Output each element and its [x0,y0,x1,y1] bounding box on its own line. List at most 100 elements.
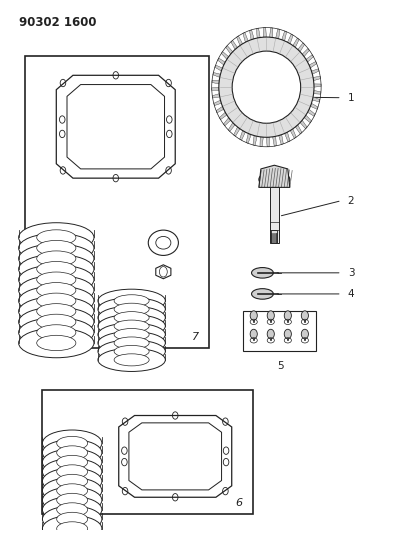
Polygon shape [211,80,219,84]
Polygon shape [295,125,301,134]
Polygon shape [311,69,318,74]
Polygon shape [249,30,253,40]
Circle shape [284,311,291,320]
Ellipse shape [114,320,149,332]
Polygon shape [212,94,219,98]
Text: 90302 1600: 90302 1600 [18,16,96,29]
Polygon shape [281,31,286,41]
Ellipse shape [57,437,87,450]
Ellipse shape [114,303,149,315]
Ellipse shape [57,446,87,459]
Ellipse shape [43,478,101,504]
Ellipse shape [36,230,76,245]
Text: 6: 6 [235,498,242,508]
Polygon shape [284,132,289,142]
Ellipse shape [36,314,76,329]
Polygon shape [213,72,220,77]
Ellipse shape [43,449,101,475]
Polygon shape [228,123,235,132]
Ellipse shape [98,340,165,363]
Polygon shape [233,127,239,136]
Ellipse shape [114,354,149,366]
Polygon shape [269,28,272,37]
Polygon shape [305,55,313,62]
Ellipse shape [36,262,76,277]
Ellipse shape [98,306,165,329]
Ellipse shape [57,484,87,497]
Ellipse shape [251,289,273,299]
Polygon shape [259,137,263,147]
Ellipse shape [43,468,101,494]
Polygon shape [256,28,259,38]
Ellipse shape [57,455,87,469]
Polygon shape [214,65,222,71]
Ellipse shape [98,323,165,346]
Ellipse shape [98,289,165,312]
Ellipse shape [57,474,87,488]
Ellipse shape [18,307,94,337]
Ellipse shape [98,348,165,372]
Ellipse shape [98,297,165,321]
Ellipse shape [251,268,273,278]
Ellipse shape [98,314,165,338]
Polygon shape [258,165,289,188]
Polygon shape [213,100,221,106]
Circle shape [267,311,273,320]
Ellipse shape [18,233,94,263]
Ellipse shape [36,251,76,266]
Text: 1: 1 [347,93,353,103]
Ellipse shape [218,37,313,138]
Ellipse shape [43,496,101,523]
Circle shape [301,329,308,339]
Polygon shape [245,133,251,143]
Bar [24,55,209,348]
Ellipse shape [36,304,76,319]
Ellipse shape [36,282,76,298]
Polygon shape [225,45,232,54]
Polygon shape [307,109,314,116]
Ellipse shape [43,430,101,456]
Bar [271,230,277,243]
Ellipse shape [114,328,149,341]
Circle shape [284,329,291,339]
Ellipse shape [98,332,165,354]
Polygon shape [236,36,242,45]
Ellipse shape [43,506,101,532]
Ellipse shape [114,337,149,349]
Bar [242,311,315,351]
Ellipse shape [36,335,76,351]
Polygon shape [239,131,245,140]
Polygon shape [242,33,247,42]
Polygon shape [266,137,269,147]
Ellipse shape [57,522,87,533]
Ellipse shape [36,240,76,256]
Polygon shape [216,107,223,113]
Ellipse shape [258,172,289,188]
Polygon shape [292,38,298,47]
Polygon shape [272,136,276,146]
Polygon shape [290,129,296,139]
Ellipse shape [232,51,300,123]
Ellipse shape [18,318,94,347]
Text: 3: 3 [347,268,353,278]
Polygon shape [299,120,306,129]
Ellipse shape [114,312,149,324]
Polygon shape [211,87,219,91]
Polygon shape [297,43,304,52]
Polygon shape [223,118,230,126]
Ellipse shape [36,272,76,287]
Ellipse shape [43,440,101,466]
Polygon shape [278,135,283,144]
Polygon shape [308,61,316,68]
Circle shape [249,329,257,339]
Polygon shape [304,115,311,123]
Ellipse shape [114,295,149,307]
Text: 5: 5 [276,361,283,372]
Polygon shape [312,97,319,102]
Ellipse shape [43,458,101,485]
Circle shape [267,329,273,339]
Ellipse shape [57,465,87,479]
Ellipse shape [18,276,94,305]
Polygon shape [302,49,309,56]
Polygon shape [313,84,320,87]
